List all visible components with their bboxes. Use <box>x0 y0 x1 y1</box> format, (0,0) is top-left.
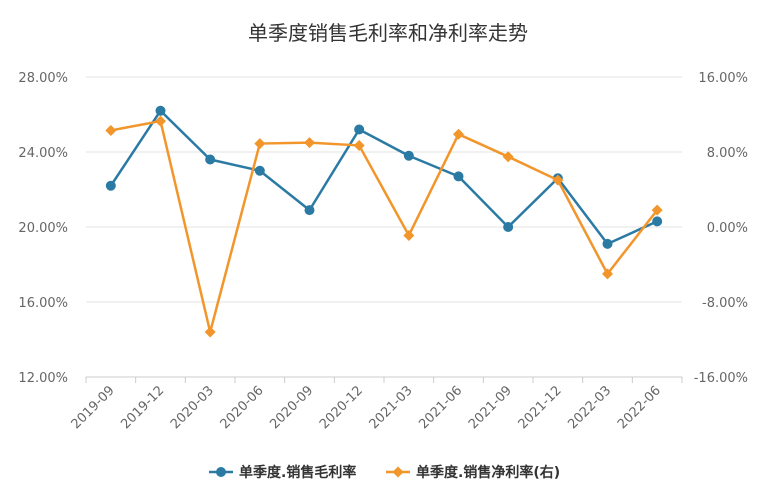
x-tick-label: 2022-06 <box>615 383 664 432</box>
data-point-1 <box>105 180 116 191</box>
series-line-1 <box>109 109 658 246</box>
data-point-1 <box>205 154 216 165</box>
x-tick-label: 2020-03 <box>168 383 217 432</box>
data-point-2 <box>453 128 464 140</box>
data-point-2 <box>105 124 117 136</box>
series-line-2 <box>110 119 659 334</box>
x-axis: 2019-09 2019-12 2020-03 2020-06 2020-09 2020-… <box>69 376 683 432</box>
data-point-2 <box>651 204 663 216</box>
y-axis-right: -16.00% -8.00% 0.00% 8.00% 16.00% <box>694 71 748 386</box>
data-point-2 <box>353 139 365 151</box>
x-tick-label: 2019-09 <box>69 383 118 432</box>
y-left-tick-label: 24.00% <box>18 146 68 161</box>
data-point-1 <box>304 205 315 216</box>
data-point-2 <box>502 151 514 163</box>
grid <box>86 76 682 378</box>
data-point-1 <box>354 124 365 135</box>
x-tick-label: 2019-12 <box>118 383 167 432</box>
y-left-tick-label: 20.00% <box>18 221 68 236</box>
data-point-2 <box>304 137 315 149</box>
x-tick-label: 2022-03 <box>565 383 614 432</box>
y-right-tick-label: 8.00% <box>707 146 748 161</box>
chart-title: 单季度销售毛利率和净利率走势 <box>248 21 528 45</box>
x-tick-label: 2020-06 <box>218 383 267 432</box>
x-tick-label: 2021-12 <box>516 383 565 432</box>
data-point-1 <box>453 171 464 182</box>
legend-label-1: 单季度.销售毛利率 <box>239 464 356 481</box>
data-point-2 <box>204 326 216 338</box>
y-left-tick-label: 28.00% <box>18 71 68 86</box>
y-axis-left: 12.00% 16.00% 20.00% 24.00% 28.00% <box>18 71 68 386</box>
data-point-2 <box>602 268 613 280</box>
series <box>105 105 663 338</box>
x-tick-label: 2020-12 <box>317 383 366 432</box>
y-right-tick-label: -8.00% <box>702 296 748 311</box>
x-tick-label: 2021-03 <box>367 383 416 432</box>
y-right-tick-label: 16.00% <box>698 71 748 86</box>
y-right-tick-label: 0.00% <box>707 221 748 236</box>
data-point-1 <box>503 222 514 232</box>
y-right-tick-label: -16.00% <box>694 371 748 386</box>
data-point-1 <box>602 238 613 249</box>
data-point-2 <box>552 174 564 186</box>
legend-label-2: 单季度.销售净利率(右) <box>416 464 560 481</box>
data-point-1 <box>652 216 663 227</box>
legend-marker-1 <box>216 467 226 477</box>
x-tick-label: 2021-09 <box>466 383 515 432</box>
data-point-2 <box>403 229 415 241</box>
y-left-tick-label: 12.00% <box>18 371 68 386</box>
x-tick-label: 2020-09 <box>267 383 316 432</box>
data-point-1 <box>155 105 166 116</box>
y-left-tick-label: 16.00% <box>18 296 68 311</box>
data-point-1 <box>403 150 414 161</box>
data-point-2 <box>155 115 166 127</box>
data-point-2 <box>254 138 266 150</box>
legend-marker-2 <box>392 466 404 478</box>
data-point-1 <box>254 165 265 176</box>
legend[interactable]: 单季度.销售毛利率 单季度.销售净利率(右) <box>209 464 560 481</box>
x-tick-label: 2021-06 <box>416 383 465 432</box>
